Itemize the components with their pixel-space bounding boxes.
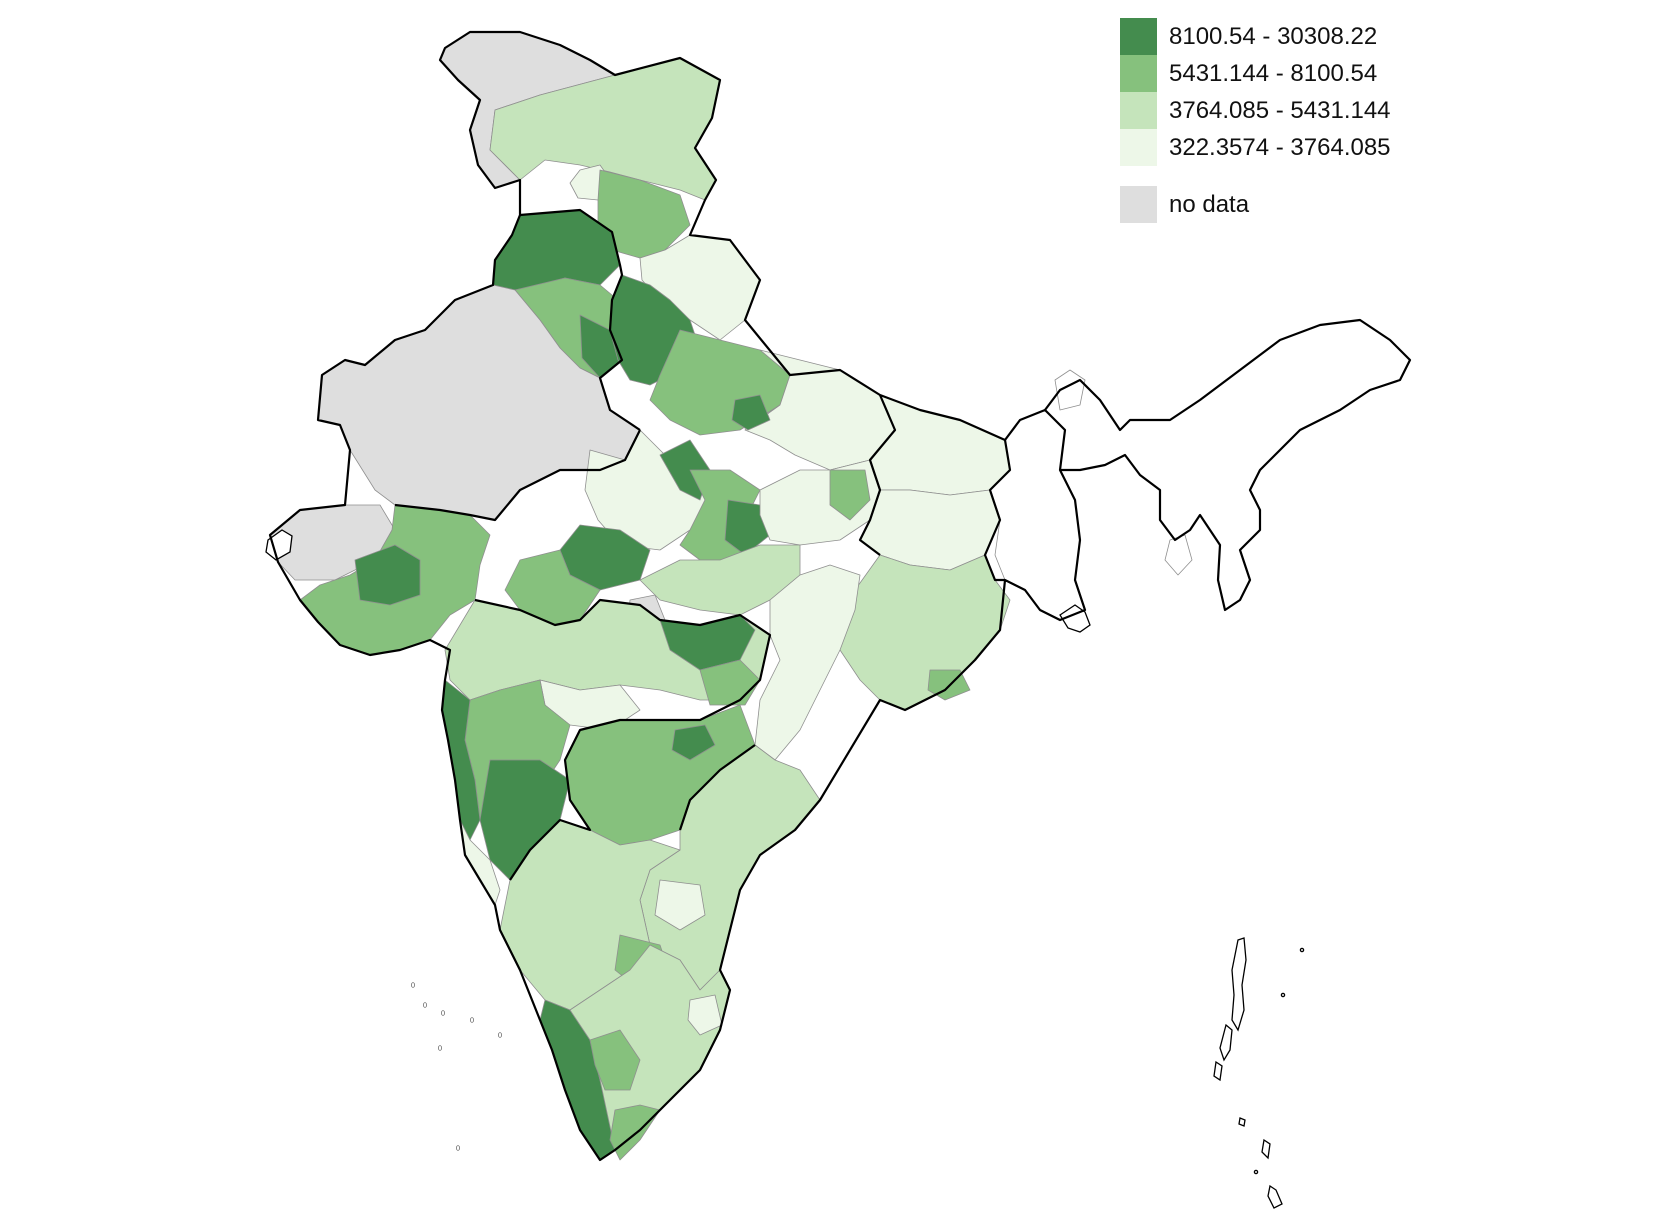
nicobar-island-1 xyxy=(1238,1117,1246,1127)
region-bihar-spot xyxy=(829,469,871,521)
lakshadweep-islet-5 xyxy=(497,1032,502,1038)
border-up-bihar xyxy=(858,394,897,556)
legend-swatch-no-data xyxy=(1120,186,1157,223)
border-gujarat-rajasthan xyxy=(394,429,641,522)
legend-item-no-data: no data xyxy=(1120,186,1391,223)
lakshadweep-islet-1 xyxy=(410,982,415,988)
region-tamilnadu-east xyxy=(687,994,723,1036)
lakshadweep-islet-4 xyxy=(469,1017,474,1023)
nicobar-islet-1 xyxy=(1253,1169,1259,1175)
legend-item-class-4: 322.3574 - 3764.085 xyxy=(1120,129,1391,166)
legend-label-class-4: 322.3574 - 3764.085 xyxy=(1169,133,1391,161)
lakshadweep-islet-6 xyxy=(437,1045,442,1051)
lakshadweep-islet-7 xyxy=(455,1145,460,1151)
region-tamilnadu-west xyxy=(589,1029,641,1091)
region-bihar xyxy=(869,394,1011,496)
legend-item-class-2: 5431.144 - 8100.54 xyxy=(1120,55,1391,92)
andaman-island-north xyxy=(1231,937,1247,1032)
border-india-outline xyxy=(268,30,1087,1162)
region-chhattisgarh xyxy=(754,564,861,761)
legend-item-class-3: 3764.085 - 5431.144 xyxy=(1120,92,1391,129)
legend-spacer xyxy=(1120,166,1391,186)
border-telangana-andhra xyxy=(678,744,756,831)
border-punjab-haryana xyxy=(519,208,641,431)
legend-label-class-1: 8100.54 - 30308.22 xyxy=(1169,22,1378,50)
legend-label-class-3: 3764.085 - 5431.144 xyxy=(1169,96,1391,124)
region-mp-central-dark xyxy=(724,499,771,556)
border-west-bengal xyxy=(983,439,1012,582)
nicobar-island-2 xyxy=(1261,1138,1271,1160)
kutch-coastline xyxy=(265,529,293,561)
border-mp-maharashtra xyxy=(474,598,772,881)
legend-swatch-class-1 xyxy=(1120,18,1157,55)
lakshadweep-islet-2 xyxy=(422,1002,427,1008)
legend-swatch-class-3 xyxy=(1120,92,1157,129)
region-karnataka-bengaluru xyxy=(654,879,706,931)
border-northeast xyxy=(1044,318,1412,612)
map-legend: 8100.54 - 30308.22 5431.144 - 8100.54 37… xyxy=(1120,18,1391,223)
region-sikkim xyxy=(1054,369,1086,411)
andaman-island-south xyxy=(1213,1060,1223,1082)
region-odisha xyxy=(839,554,1011,711)
region-telangana-hyd xyxy=(671,724,716,761)
legend-swatch-class-4 xyxy=(1120,129,1157,166)
andaman-islet-2 xyxy=(1280,992,1286,998)
region-tamilnadu-south xyxy=(609,1104,661,1161)
region-gujarat-central xyxy=(354,544,421,606)
andaman-islet-1 xyxy=(1299,947,1305,953)
nicobar-island-3 xyxy=(1267,1184,1283,1209)
legend-label-no-data: no data xyxy=(1169,190,1250,218)
legend-item-class-1: 8100.54 - 30308.22 xyxy=(1120,18,1391,55)
region-up-patch xyxy=(731,394,771,431)
region-tripura xyxy=(1164,534,1193,576)
andaman-island-mid xyxy=(1219,1023,1233,1062)
lakshadweep-islet-3 xyxy=(440,1010,445,1016)
legend-swatch-class-2 xyxy=(1120,55,1157,92)
legend-label-class-2: 5431.144 - 8100.54 xyxy=(1169,59,1378,87)
